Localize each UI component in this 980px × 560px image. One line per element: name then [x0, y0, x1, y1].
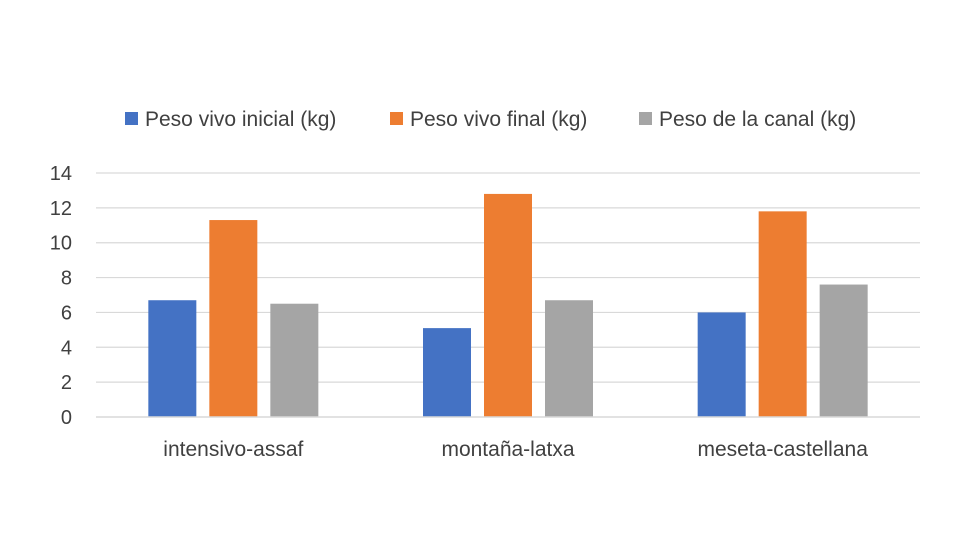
x-category-label: montaña-latxa	[441, 438, 574, 461]
bar-1-3	[697, 312, 746, 417]
bar-1-1	[148, 300, 197, 417]
y-tick-label: 8	[61, 268, 72, 290]
x-axis-category-labels: intensivo-assaf montaña-latxa meseta-caste…	[163, 438, 868, 461]
legend-swatch	[390, 112, 403, 125]
y-tick-label: 6	[61, 302, 72, 324]
y-tick-label: 0	[61, 407, 72, 429]
legend-label: Peso de la canal (kg)	[659, 108, 856, 131]
bar-3-3	[819, 284, 868, 417]
y-tick-label: 14	[50, 163, 72, 185]
y-tick-label: 4	[61, 337, 72, 359]
y-tick-label: 2	[61, 372, 72, 394]
bar-3-2	[545, 300, 593, 417]
y-tick-label: 10	[50, 233, 72, 255]
bar-2-2	[484, 193, 532, 417]
bar-2-1	[209, 220, 258, 417]
y-axis-ticks: 0 2 4 6 8 10 12 14	[50, 163, 72, 429]
x-category-label: meseta-castellana	[697, 438, 868, 461]
y-tick-label: 12	[50, 198, 72, 220]
legend-swatch	[125, 112, 138, 125]
bar-3-1	[270, 303, 319, 417]
legend-label: Peso vivo final (kg)	[410, 108, 587, 131]
legend-label: Peso vivo inicial (kg)	[145, 108, 336, 131]
legend-swatch	[639, 112, 652, 125]
x-category-label: intensivo-assaf	[163, 438, 303, 461]
bar-1-2	[423, 328, 471, 417]
bar-2-3	[758, 211, 807, 417]
legend: Peso vivo inicial (kg) Peso vivo final (k…	[125, 108, 856, 131]
bars	[148, 193, 868, 417]
